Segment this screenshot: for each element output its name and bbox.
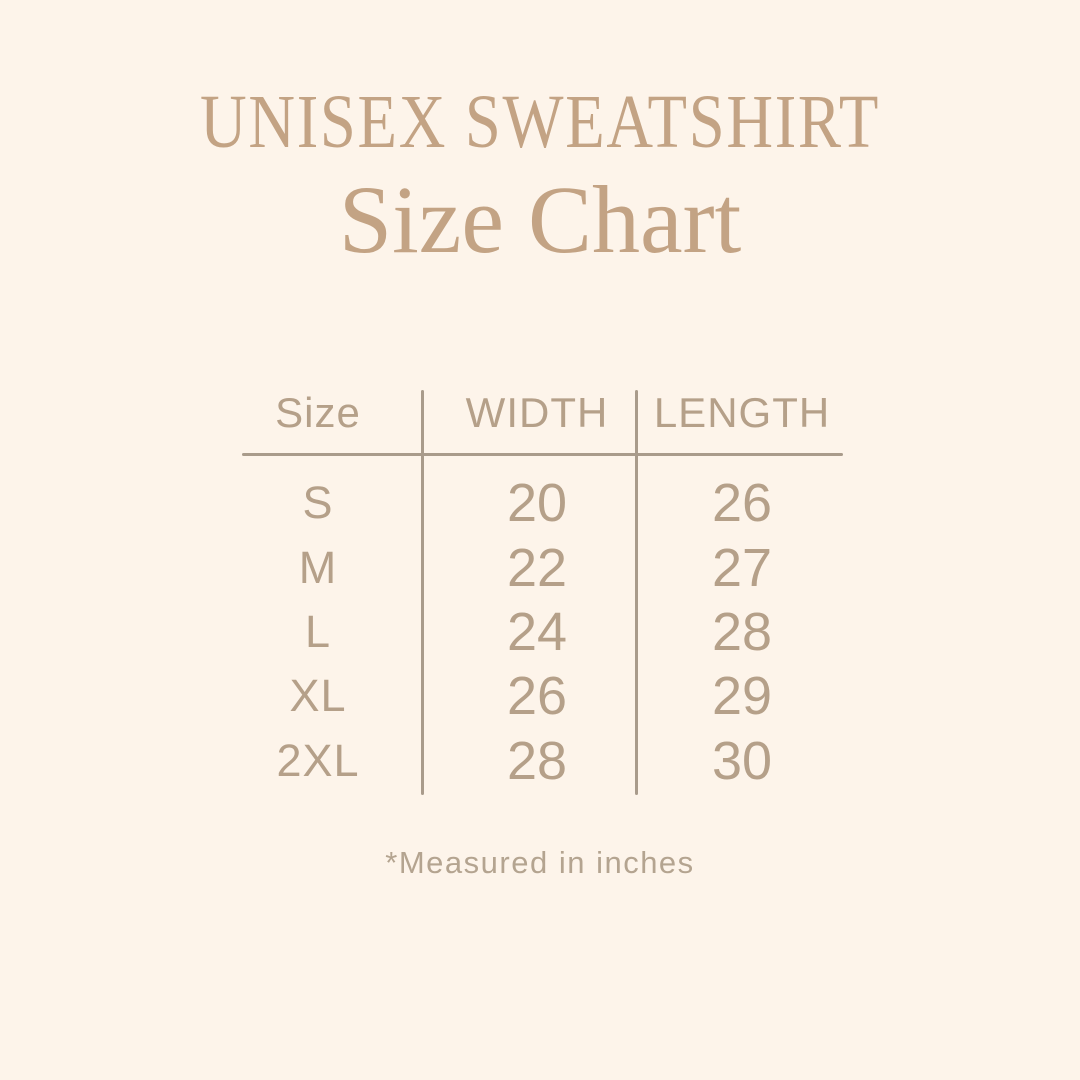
table-body: S 20 26 M 22 27 L 24 28 XL 26 29 2XL 28 30 [240,471,850,793]
table-row: M 22 27 [240,535,850,599]
width-cell: 22 [506,537,568,598]
col-header-width: WIDTH [465,389,609,436]
length-cell: 30 [711,730,773,791]
measurement-note: *Measured in inches [385,845,695,880]
length-cell: 26 [711,473,773,534]
size-cell: S [302,477,334,529]
length-cell: 29 [711,666,773,727]
size-table: Size WIDTH LENGTH S 20 26 M 22 27 L 24 28 XL 26 29 2… [240,385,850,805]
product-title: UNISEX SWEATSHIRT [200,80,880,164]
width-cell: 24 [506,601,568,662]
column-divider-1 [421,390,424,795]
col-header-size: Size [275,389,361,436]
width-cell: 26 [506,666,568,727]
table-row: L 24 28 [240,600,850,664]
width-cell: 28 [506,730,568,791]
column-divider-2 [635,390,638,795]
table-row: XL 26 29 [240,664,850,728]
size-cell: L [304,605,332,657]
page-title: Size Chart [338,166,742,273]
col-header-length: LENGTH [653,389,831,436]
table-row: 2XL 28 30 [240,729,850,793]
length-cell: 27 [711,537,773,598]
size-cell: 2XL [276,734,360,786]
length-cell: 28 [711,601,773,662]
table-row: S 20 26 [240,471,850,535]
header-divider-rule [242,453,843,456]
width-cell: 20 [506,473,568,534]
size-cell: XL [289,670,347,722]
size-cell: M [298,541,338,593]
